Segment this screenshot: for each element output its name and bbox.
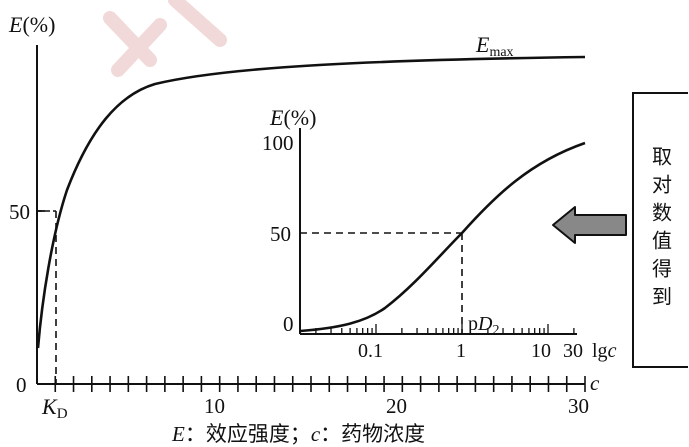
main-x-tick-label-30: 30 [568, 394, 589, 418]
log-transform-text: 取对数值得到 [648, 146, 673, 314]
main-x-ticks [54, 376, 586, 392]
main-x-tick-label-10: 10 [204, 394, 225, 418]
main-x-tick-label-20: 20 [386, 394, 407, 418]
left-arrow [552, 206, 627, 244]
inset-x-axis-variable: lgc [592, 340, 617, 362]
inset-x-tick-label-0.1: 0.1 [358, 340, 383, 362]
caption: E：效应强度；c：药物浓度 [171, 422, 425, 446]
emax-label: Emax [475, 32, 514, 60]
watermark-strokes [103, 0, 227, 77]
main-response-curve [36, 55, 586, 349]
main-x-axis-variable: c [590, 371, 600, 395]
inset-x-tick-label-1: 1 [456, 340, 466, 362]
inset-y-tick-label-100: 100 [262, 131, 294, 155]
inset-chart: E(%) 100 50 0 0.1 1 10 30 lgc pD2 [262, 105, 617, 362]
kd-label: KD [41, 394, 68, 422]
main-y-tick-label-50: 50 [9, 200, 30, 224]
main-chart: E(%) 50 0 10 20 30 c Emax KD [8, 12, 600, 422]
inset-x-tick-label-10: 10 [531, 340, 551, 362]
main-y-tick-label-0: 0 [16, 373, 27, 397]
inset-y-axis-label: E(%) [269, 105, 316, 130]
inset-y-tick-label-0: 0 [283, 312, 294, 336]
inset-sigmoid-curve [299, 141, 586, 333]
pd2-label: pD2 [468, 313, 499, 338]
log-transform-box: 取对数值得到 [632, 92, 688, 368]
inset-y-tick-label-50: 50 [270, 222, 291, 246]
main-y-axis-label: E(%) [8, 12, 55, 37]
inset-x-tick-label-30: 30 [563, 340, 583, 362]
inset-x-ticks [315, 324, 575, 334]
